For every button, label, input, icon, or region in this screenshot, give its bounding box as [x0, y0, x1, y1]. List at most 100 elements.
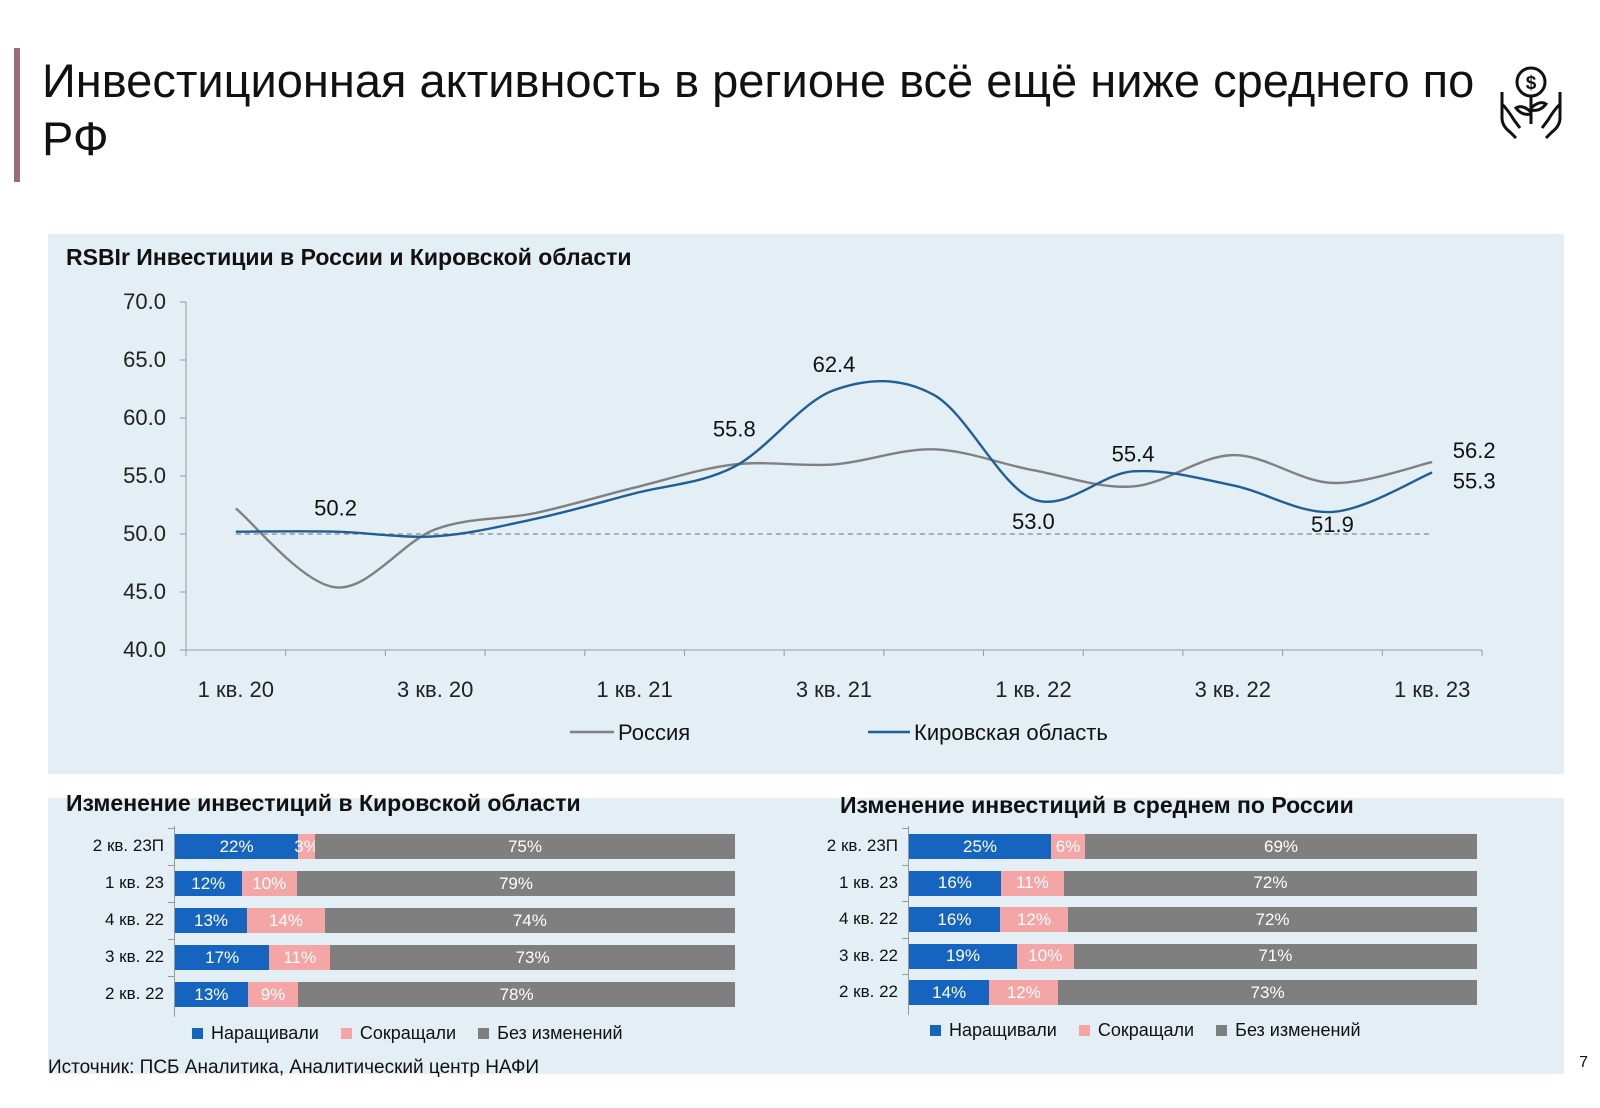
russia-bars-title: Изменение инвестиций в среднем по России [840, 792, 1354, 818]
bar-y-axis [174, 826, 175, 1017]
investment-hands-icon: $ [1500, 66, 1562, 140]
bar-row: 22% 3% 75% [175, 834, 735, 859]
bar-segment-decrease: 12% [999, 907, 1069, 932]
bar-segment-increase: 25% [909, 834, 1051, 859]
bar-row: 12% 10% 79% [175, 871, 735, 896]
bar-y-axis [908, 826, 909, 1015]
bar-segment-decrease: 11% [269, 945, 331, 970]
bar-segment-decrease: 10% [241, 871, 297, 896]
bar-segment-decrease: 3% [294, 834, 319, 859]
y-tick-label: 70.0 [123, 289, 166, 314]
page-number: 7 [1579, 1054, 1588, 1071]
bar-tick [168, 976, 174, 977]
y-tick-label: 45.0 [123, 579, 166, 604]
bar-tick [902, 828, 908, 829]
data-label: 56.2 [1453, 438, 1496, 463]
bar-segment-unchanged: 78% [298, 982, 735, 1007]
bar-segment-increase: 13% [175, 982, 248, 1007]
bar-row-label: 2 кв. 23П [826, 836, 898, 855]
bar-row-label: 3 кв. 22 [104, 947, 164, 966]
bar-segment-increase: 16% [909, 907, 1000, 932]
bar-segment-unchanged: 72% [1063, 870, 1477, 896]
slide-title: Инвестиционная активность в регионе всё … [42, 54, 1475, 165]
bar-segment-increase: 19% [909, 943, 1017, 969]
bar-row: 17% 11% 73% [175, 945, 735, 970]
series-russia-line [235, 448, 1433, 589]
x-tick-label: 1 кв. 20 [198, 677, 274, 702]
kirov-bars-title: Изменение инвестиций в Кировской области [66, 790, 581, 816]
legend-increase-label: Наращивали [949, 1020, 1057, 1040]
bar-row-label: 1 кв. 23 [104, 873, 164, 892]
bar-row-label: 4 кв. 22 [104, 910, 164, 929]
data-label: 55.4 [1112, 441, 1155, 466]
bar-row-label: 4 кв. 22 [838, 909, 898, 928]
russia-bar-chart: 2 кв. 23П 25% 6% 69% 1 кв. 23 16% 11% 72% 4 кв. … [788, 798, 1564, 1074]
bar-segment-increase: 16% [909, 870, 1001, 896]
line-chart: 70.0 65.0 60.0 55.0 50.0 45.0 40.0 1 кв. 20 3 кв… [123, 289, 1496, 745]
bar-row-label: 3 кв. 22 [838, 945, 898, 965]
bar-segment-increase: 12% [175, 871, 242, 896]
bar-segment-unchanged: 73% [330, 945, 735, 970]
bar-segment-unchanged: 69% [1085, 834, 1477, 859]
bar-tick [168, 902, 174, 903]
bar-charts-panel: Изменение инвестиций в Кировской области… [48, 790, 1564, 1074]
bar-row: 19% 10% 71% [909, 943, 1477, 969]
x-tick-label: 1 кв. 21 [596, 677, 672, 702]
series-kirov-line [235, 379, 1433, 538]
bar-segment-unchanged: 74% [324, 908, 735, 933]
legend-kirov-label: Кировская область [914, 720, 1108, 745]
data-label: 55.3 [1453, 469, 1496, 494]
bar-tick [902, 937, 908, 939]
x-tick-label: 3 кв. 20 [397, 677, 473, 702]
title-accent-bar [14, 48, 20, 182]
data-label: 62.4 [813, 352, 856, 377]
data-label: 53.0 [1012, 509, 1055, 534]
bar-segment-decrease: 12% [989, 980, 1059, 1005]
x-tick-label: 1 кв. 22 [995, 677, 1071, 702]
bar-row: 14% 12% 73% [909, 980, 1477, 1005]
bar-segment-decrease: 14% [247, 908, 325, 933]
bar-segment-decrease: 11% [1000, 870, 1064, 896]
legend-decrease: Сокращали [1078, 1020, 1194, 1041]
legend-unchanged: Без изменений [1216, 1020, 1361, 1041]
legend-decrease-label: Сокращали [359, 1023, 457, 1043]
legend-unchanged-label: Без изменений [497, 1023, 623, 1043]
legend-increase: Наращивали [192, 1023, 319, 1044]
bar-tick [168, 865, 174, 866]
legend-unchanged-label: Без изменений [1235, 1020, 1361, 1040]
bar-tick [902, 901, 908, 902]
bar-segment-unchanged: 75% [314, 834, 735, 859]
bar-row: 16% 11% 72% [909, 870, 1477, 896]
legend-increase-label: Наращивали [211, 1023, 319, 1043]
bar-segment-decrease: 6% [1051, 834, 1086, 859]
y-tick-label: 40.0 [123, 637, 166, 662]
bar-segment-unchanged: 72% [1068, 907, 1477, 932]
bar-row-label: 1 кв. 23 [838, 872, 898, 892]
legend-increase: Наращивали [930, 1020, 1057, 1041]
kirov-bar-legend: Наращивали Сокращали Без изменений [192, 1023, 623, 1044]
data-label: 50.2 [314, 496, 357, 521]
x-tick-label: 3 кв. 22 [1195, 677, 1271, 702]
bar-segment-unchanged: 73% [1058, 980, 1477, 1005]
y-tick-label: 55.0 [123, 463, 166, 488]
bar-segment-increase: 22% [175, 834, 299, 859]
bar-segment-unchanged: 79% [296, 871, 735, 896]
bar-tick [168, 828, 174, 829]
data-label: 55.8 [713, 417, 756, 442]
x-tick-label: 3 кв. 21 [796, 677, 872, 702]
legend-decrease: Сокращали [340, 1023, 457, 1044]
bar-row: 16% 12% 72% [909, 907, 1477, 932]
line-chart-title: RSBIr Инвестиции в России и Кировской об… [66, 244, 632, 270]
y-tick-label: 60.0 [123, 405, 166, 430]
bar-tick [168, 939, 174, 940]
svg-text:$: $ [1526, 73, 1537, 94]
russia-bar-legend: Наращивали Сокращали Без изменений [930, 1020, 1361, 1041]
bar-segment-decrease: 10% [1016, 943, 1074, 969]
bar-segment-decrease: 9% [247, 982, 299, 1007]
bar-row-label: 2 кв. 22 [838, 982, 898, 1001]
legend-russia-label: Россия [618, 720, 690, 745]
bar-tick [902, 974, 908, 975]
bar-row: 13% 9% 78% [175, 982, 735, 1007]
bar-tick [902, 864, 908, 866]
bar-row-label: 2 кв. 23П [92, 836, 164, 855]
